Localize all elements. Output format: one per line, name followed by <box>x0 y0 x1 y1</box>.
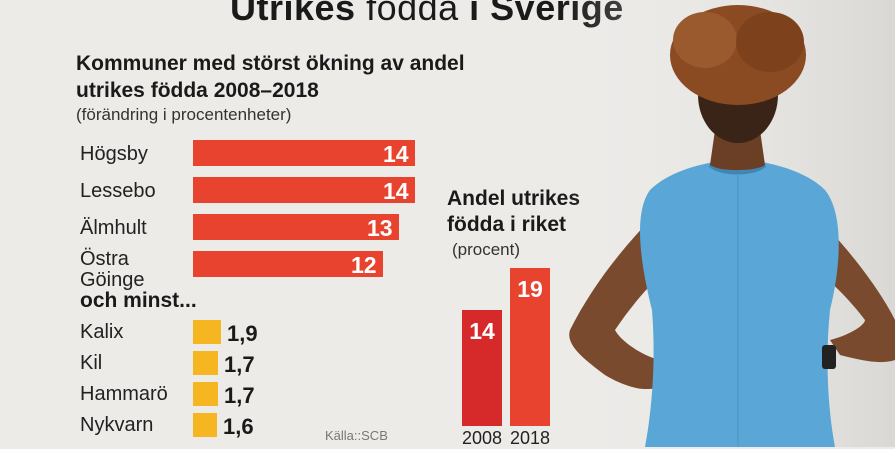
top-chart-title: Kommuner med störst ökning av andel utri… <box>76 52 465 102</box>
source-note: Källa::SCB <box>325 428 388 443</box>
top-bar-value: 14 <box>383 141 409 167</box>
right-bar-year-label: 2018 <box>509 428 551 448</box>
bottom-bar-value: 1,9 <box>227 321 258 346</box>
top-bar-label: Älmhult <box>80 217 147 239</box>
top-bar-value: 14 <box>383 178 409 204</box>
bottom-bar-value: 1,7 <box>224 383 255 408</box>
right-bar-year-label: 2008 <box>461 428 503 448</box>
nurse-photo-icon <box>560 0 895 447</box>
bottom-bar-label: Nykvarn <box>80 414 154 436</box>
bottom-bar <box>193 382 218 406</box>
top-bar <box>193 214 399 240</box>
top-bar-label: Högsby <box>80 143 148 165</box>
bottom-bar-value: 1,7 <box>224 352 255 377</box>
bottom-bar <box>193 413 217 437</box>
top-bar-value: 12 <box>351 252 377 278</box>
bottom-bar-label: Kalix <box>80 321 124 343</box>
right-bar-value: 14 <box>469 318 495 344</box>
top-bar <box>193 251 383 277</box>
top-bar-label: Lessebo <box>80 180 156 202</box>
right-bar-value: 19 <box>517 276 543 302</box>
top-chart-unit-note: (förändring i procentenheter) <box>76 105 292 124</box>
bottom-bar <box>193 351 218 375</box>
title-light: födda <box>355 0 470 28</box>
bottom-bar-value: 1,6 <box>223 414 254 439</box>
top-bar-label: Östra Göinge <box>80 248 145 291</box>
right-bar <box>462 310 502 426</box>
bottom-bar <box>193 320 221 344</box>
bottom-bar-label: Kil <box>80 352 103 374</box>
top-bar <box>193 140 415 166</box>
bottom-bar-label: Hammarö <box>80 383 168 405</box>
right-chart-unit-note: (procent) <box>452 240 521 259</box>
right-bar <box>510 268 550 426</box>
top-bar <box>193 177 415 203</box>
right-chart-title: Andel utrikes födda i riket <box>447 186 622 238</box>
title-bold-1: Utrikes <box>230 0 356 28</box>
bottom-chart-title: och minst... <box>80 289 197 312</box>
right-chart-title-text: Andel utrikes födda i riket <box>447 187 581 236</box>
top-bar-value: 13 <box>367 215 393 241</box>
